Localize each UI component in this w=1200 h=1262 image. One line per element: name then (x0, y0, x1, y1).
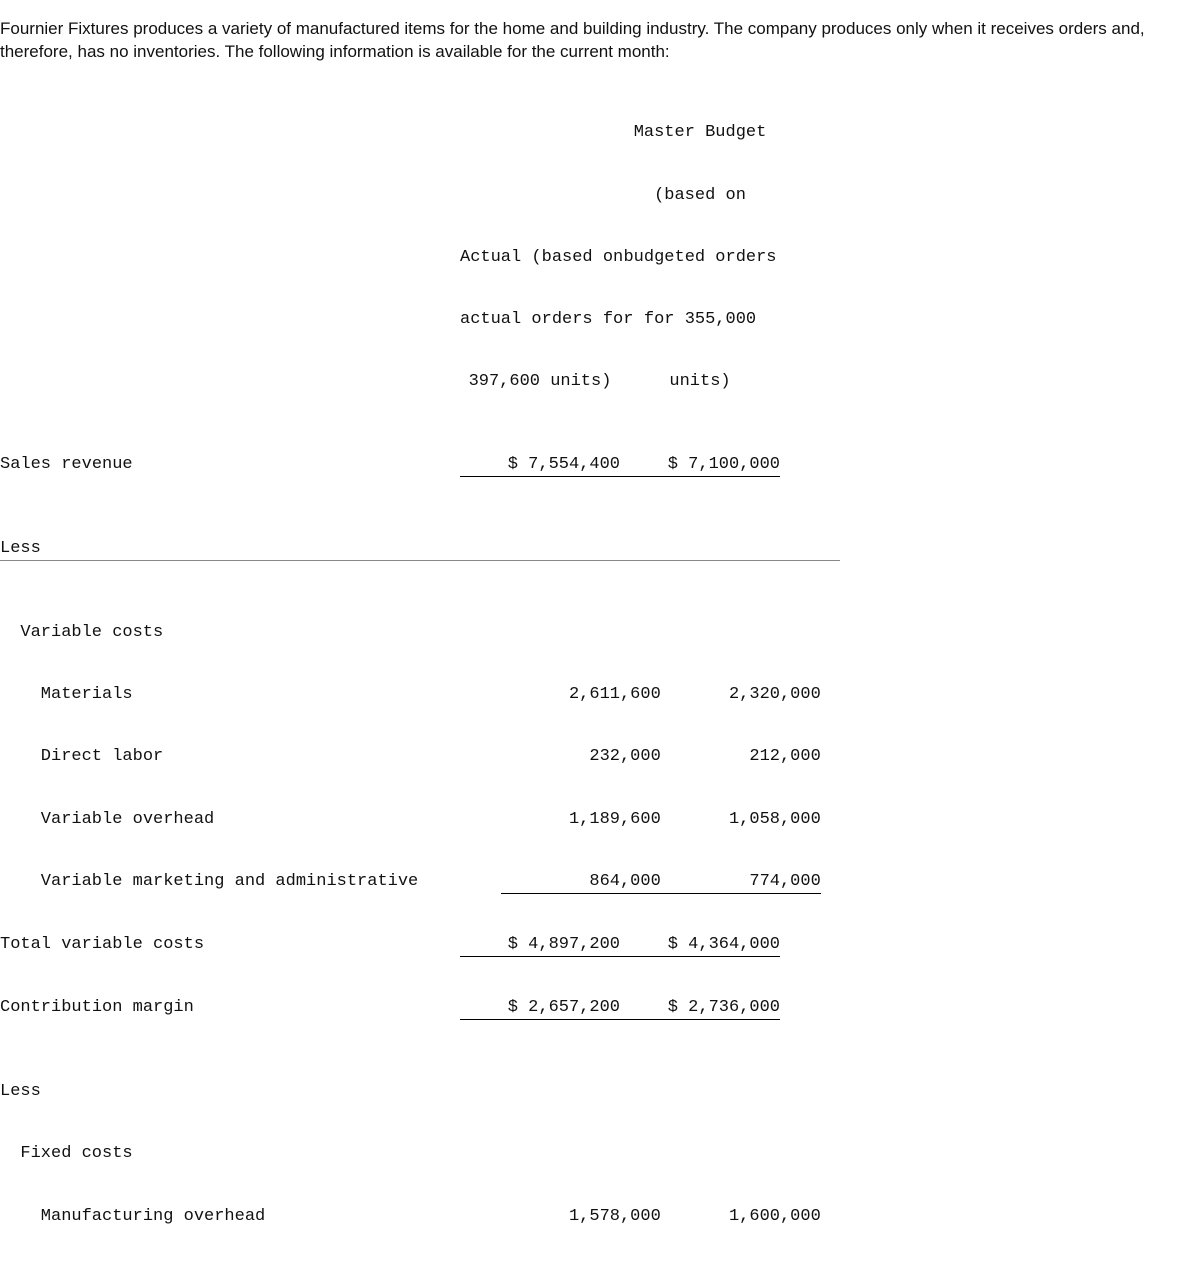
row-vma-label: Variable marketing and administrative (0, 872, 501, 894)
col1-h4: actual orders for (460, 310, 620, 331)
col2-h1: Master Budget (620, 123, 780, 144)
col1-h2 (460, 186, 620, 207)
row-tvc-b: $ 4,364,000 (620, 935, 780, 957)
row-fc-label: Fixed costs (0, 1144, 480, 1165)
row-moh-b: 1,600,000 (661, 1207, 821, 1228)
col1-h1 (460, 123, 620, 144)
row-sales-label: Sales revenue (0, 455, 460, 477)
row-vma-a: 864,000 (501, 872, 661, 894)
row-dl-b: 212,000 (661, 747, 821, 768)
col2-h3: budgeted orders (620, 248, 780, 269)
row-voh-b: 1,058,000 (661, 810, 821, 831)
col2-h5: units) (620, 372, 780, 393)
row-cm-label: Contribution margin (0, 998, 460, 1020)
row-less2-label: Less (0, 1082, 460, 1103)
row-tvc-label: Total variable costs (0, 935, 460, 957)
row-moh-label: Manufacturing overhead (0, 1207, 501, 1228)
row-sales-a: $ 7,554,400 (460, 455, 620, 477)
row-sales-b: $ 7,100,000 (620, 455, 780, 477)
row-dl-label: Direct labor (0, 747, 501, 768)
row-vma-b: 774,000 (661, 872, 821, 894)
row-voh-label: Variable overhead (0, 810, 501, 831)
row-dl-a: 232,000 (501, 747, 661, 768)
row-mat-a: 2,611,600 (501, 685, 661, 706)
col1-h5: 397,600 units) (460, 372, 620, 393)
financial-table: Master Budget (based on Actual (based on… (0, 82, 840, 1262)
col2-h2: (based on (620, 186, 780, 207)
row-voh-a: 1,189,600 (501, 810, 661, 831)
row-mat-label: Materials (0, 685, 501, 706)
row-tvc-a: $ 4,897,200 (460, 935, 620, 957)
row-cm-a: $ 2,657,200 (460, 998, 620, 1020)
row-moh-a: 1,578,000 (501, 1207, 661, 1228)
row-less1-label: Less (0, 539, 460, 560)
col1-h3: Actual (based on (460, 248, 620, 269)
row-vc-label: Variable costs (0, 623, 480, 644)
row-cm-b: $ 2,736,000 (620, 998, 780, 1020)
col2-h4: for 355,000 (620, 310, 780, 331)
intro-text: Fournier Fixtures produces a variety of … (0, 18, 1192, 64)
row-mat-b: 2,320,000 (661, 685, 821, 706)
